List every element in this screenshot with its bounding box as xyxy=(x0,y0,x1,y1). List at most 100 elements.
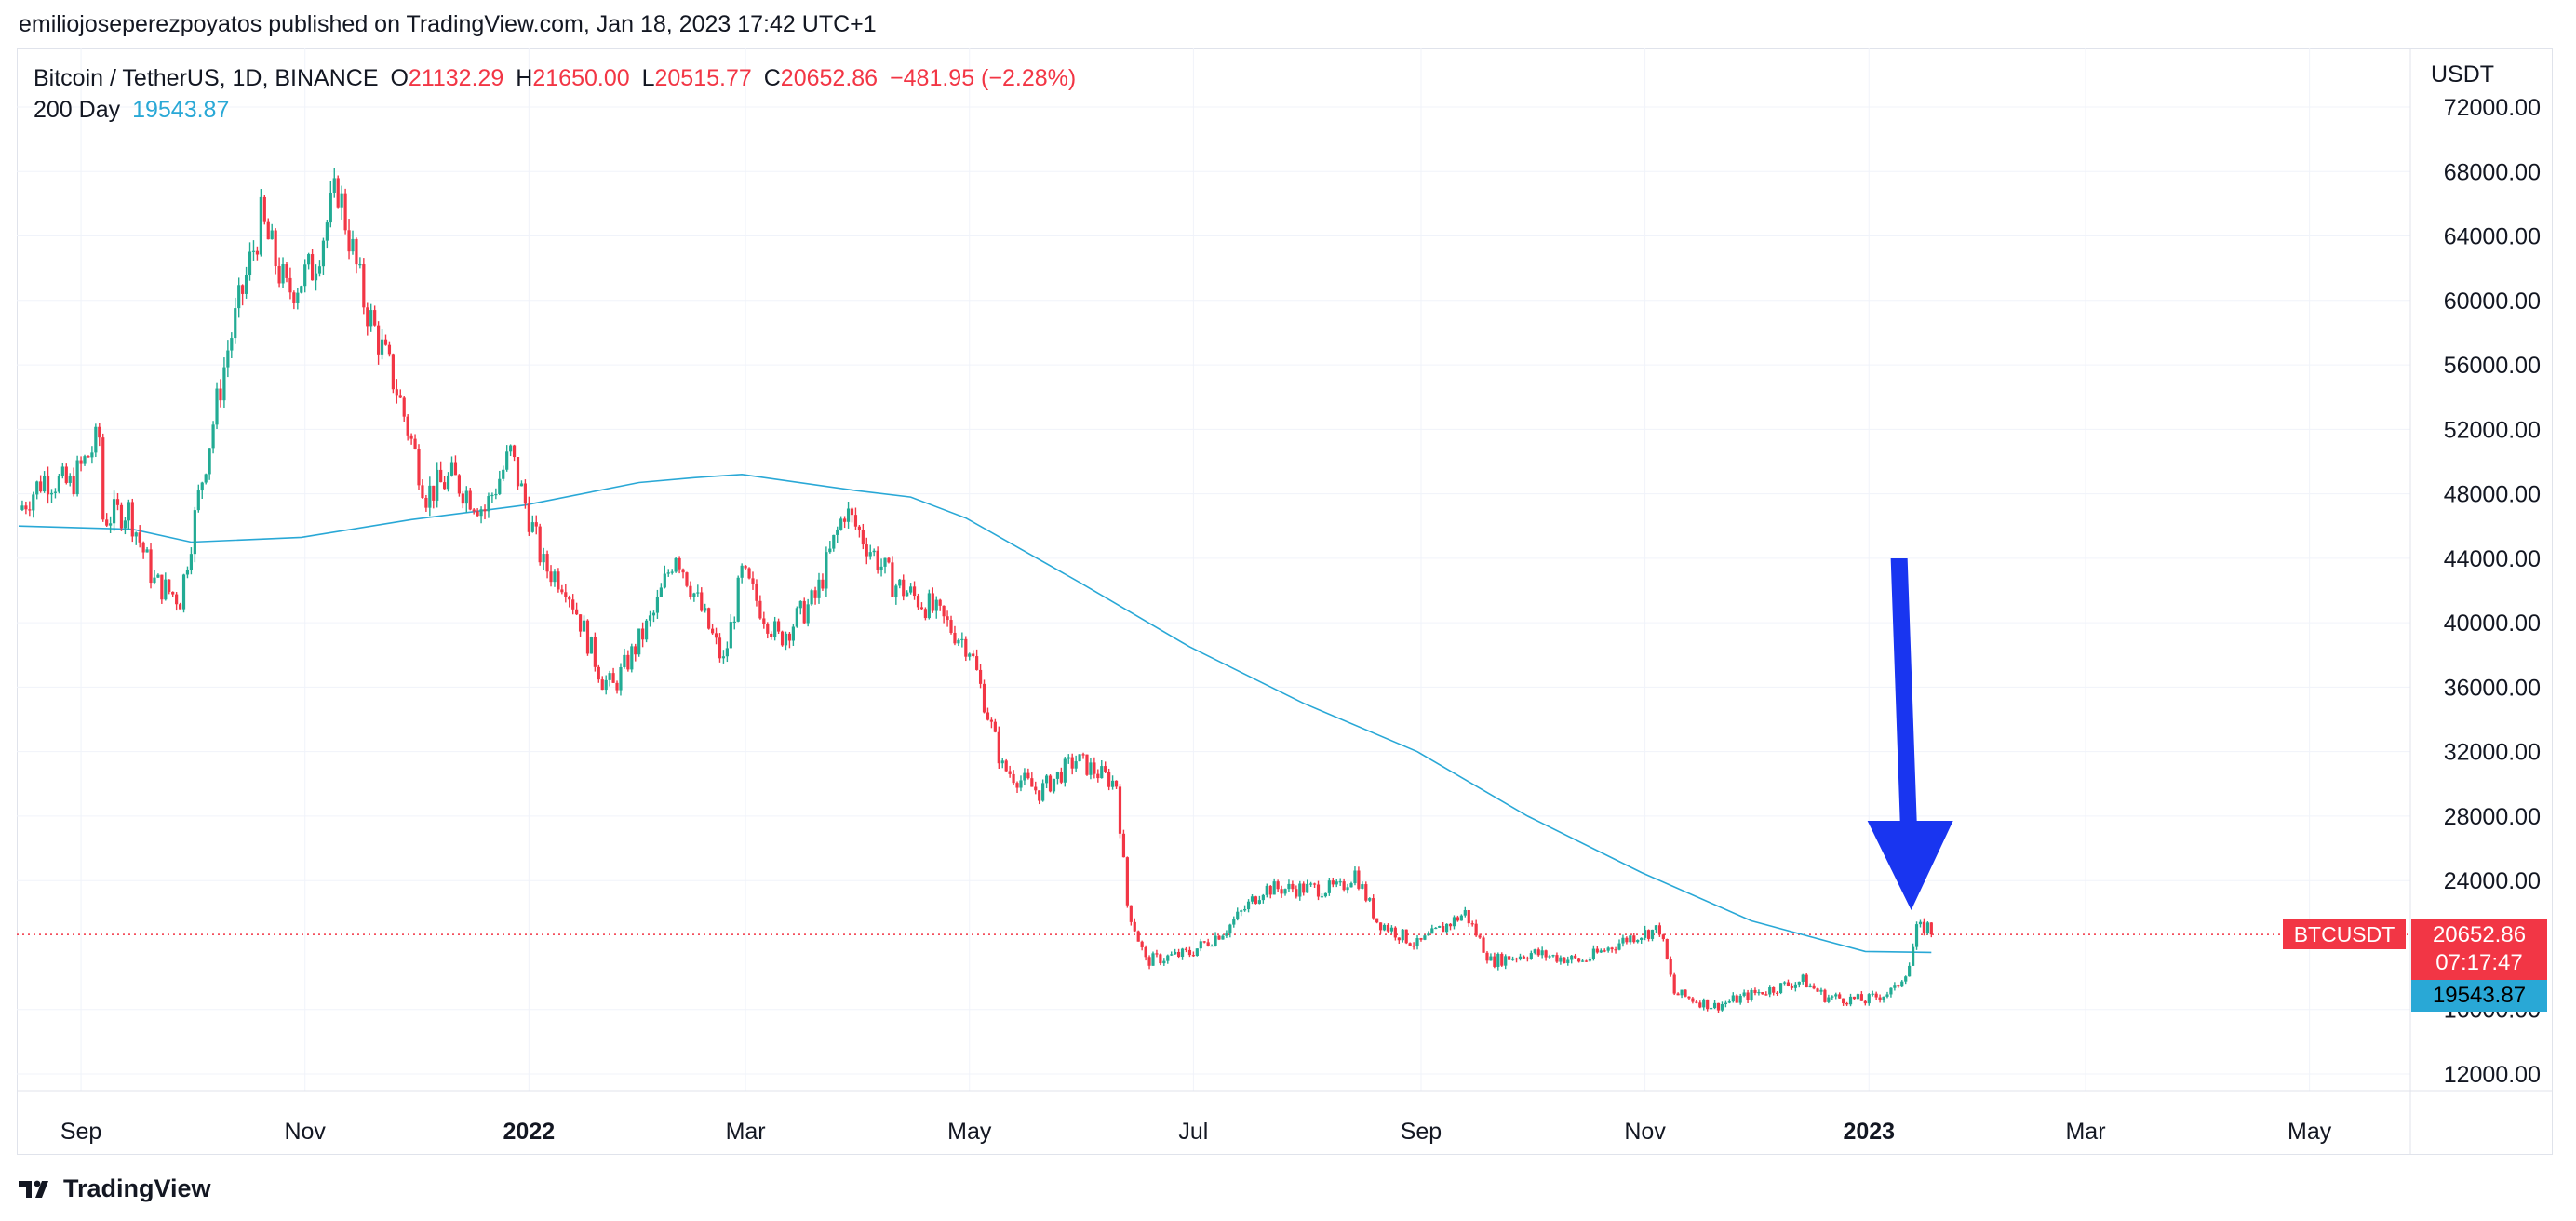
candle-body xyxy=(1584,960,1589,962)
legend-ma-label: 200 Day xyxy=(34,97,121,123)
candle-body xyxy=(1019,780,1023,788)
candle-body xyxy=(887,557,891,563)
candle-body xyxy=(281,264,285,284)
candle-body xyxy=(402,397,406,417)
candle-body xyxy=(589,637,594,654)
candle-body xyxy=(1026,772,1030,779)
candle-body xyxy=(700,592,704,611)
candle-body xyxy=(857,526,861,530)
y-tick-label: 60000.00 xyxy=(2444,288,2541,315)
candle-body xyxy=(608,673,611,680)
candle-body xyxy=(325,222,329,241)
candle-body xyxy=(274,230,277,267)
y-tick-label: 56000.00 xyxy=(2444,353,2541,379)
ma-value-badge: 19543.87 xyxy=(2411,980,2547,1013)
candle-body xyxy=(1603,950,1606,952)
candle-body xyxy=(571,599,575,610)
candle-body xyxy=(1331,880,1335,885)
candle-body xyxy=(310,254,315,281)
candle-body xyxy=(1206,942,1210,946)
candle-body xyxy=(1540,950,1544,956)
candle-body xyxy=(1536,949,1540,956)
candle-body xyxy=(1221,935,1225,940)
legend-ma[interactable]: 200 Day 19543.87 xyxy=(34,97,235,124)
legend-o-value: 21132.29 xyxy=(408,65,504,91)
candle-body xyxy=(564,592,568,597)
candle-body xyxy=(432,485,436,501)
candle-body xyxy=(1695,1001,1698,1003)
candle-body xyxy=(836,529,839,535)
candle-body xyxy=(164,579,168,600)
candle-body xyxy=(1676,993,1680,996)
candle-body xyxy=(1889,987,1893,995)
candle-body xyxy=(986,712,990,720)
footer-logo[interactable]: TradingView xyxy=(19,1174,211,1203)
candle-body xyxy=(1897,985,1900,987)
candle-body xyxy=(597,666,600,680)
candle-body xyxy=(1444,923,1449,933)
candle-body xyxy=(1474,923,1478,936)
candle-body xyxy=(1650,929,1655,939)
x-tick-label: 2022 xyxy=(503,1119,556,1145)
candle-body xyxy=(1184,948,1188,950)
candle-body xyxy=(1044,775,1049,784)
candle-body xyxy=(651,612,656,616)
candle-body xyxy=(1448,923,1453,927)
candle-body xyxy=(1687,996,1691,999)
candle-body xyxy=(1914,924,1919,947)
candle-body xyxy=(710,628,715,634)
candle-body xyxy=(1246,901,1251,910)
candle-body xyxy=(1625,937,1629,943)
last-price-badge: 20652.86 07:17:47 xyxy=(2411,919,2547,981)
candle-body xyxy=(1338,881,1342,883)
candle-body xyxy=(138,532,141,543)
candle-body xyxy=(1015,783,1019,788)
candle-body xyxy=(659,587,663,597)
candle-body xyxy=(317,266,322,274)
candle-body xyxy=(1295,889,1298,897)
candle-body xyxy=(53,491,58,493)
candle-body xyxy=(611,673,615,683)
candle-body xyxy=(674,557,678,572)
candle-body xyxy=(1342,881,1346,891)
candle-body xyxy=(449,462,454,476)
candle-body xyxy=(119,504,124,529)
candle-body xyxy=(619,666,623,691)
candle-body xyxy=(175,594,179,605)
candle-body xyxy=(1121,833,1126,858)
candle-body xyxy=(1801,974,1805,982)
candle-body xyxy=(1463,910,1467,916)
bar-countdown: 07:17:47 xyxy=(2435,950,2523,976)
candle-body xyxy=(358,264,362,266)
candle-body xyxy=(1522,956,1526,959)
candle-body xyxy=(1882,996,1885,1000)
candle-body xyxy=(208,448,211,475)
legend-l-value: 20515.77 xyxy=(654,65,752,91)
candle-body xyxy=(395,389,398,396)
candle-body xyxy=(813,590,817,598)
candle-body xyxy=(94,426,98,453)
candle-body xyxy=(931,593,934,611)
candle-body xyxy=(1250,896,1254,902)
candle-body xyxy=(960,638,964,641)
candle-body xyxy=(1706,999,1710,1010)
x-tick-label: 2023 xyxy=(1843,1119,1895,1145)
candle-body xyxy=(1368,898,1372,901)
chart-frame[interactable] xyxy=(17,48,2553,1155)
candle-body xyxy=(593,637,597,667)
candle-body xyxy=(637,628,641,655)
candle-body xyxy=(98,426,101,438)
y-tick-label: 48000.00 xyxy=(2444,482,2541,508)
candle-body xyxy=(1059,772,1063,783)
candle-body xyxy=(1918,921,1923,925)
candle-body xyxy=(237,285,241,309)
candle-body xyxy=(1100,766,1104,779)
candle-body xyxy=(626,654,630,670)
y-tick-label: 52000.00 xyxy=(2444,417,2541,443)
candle-body xyxy=(1702,999,1706,1008)
candle-body xyxy=(1180,948,1185,958)
candle-body xyxy=(1353,870,1357,884)
candle-body xyxy=(332,178,336,193)
candle-body xyxy=(1632,935,1636,943)
